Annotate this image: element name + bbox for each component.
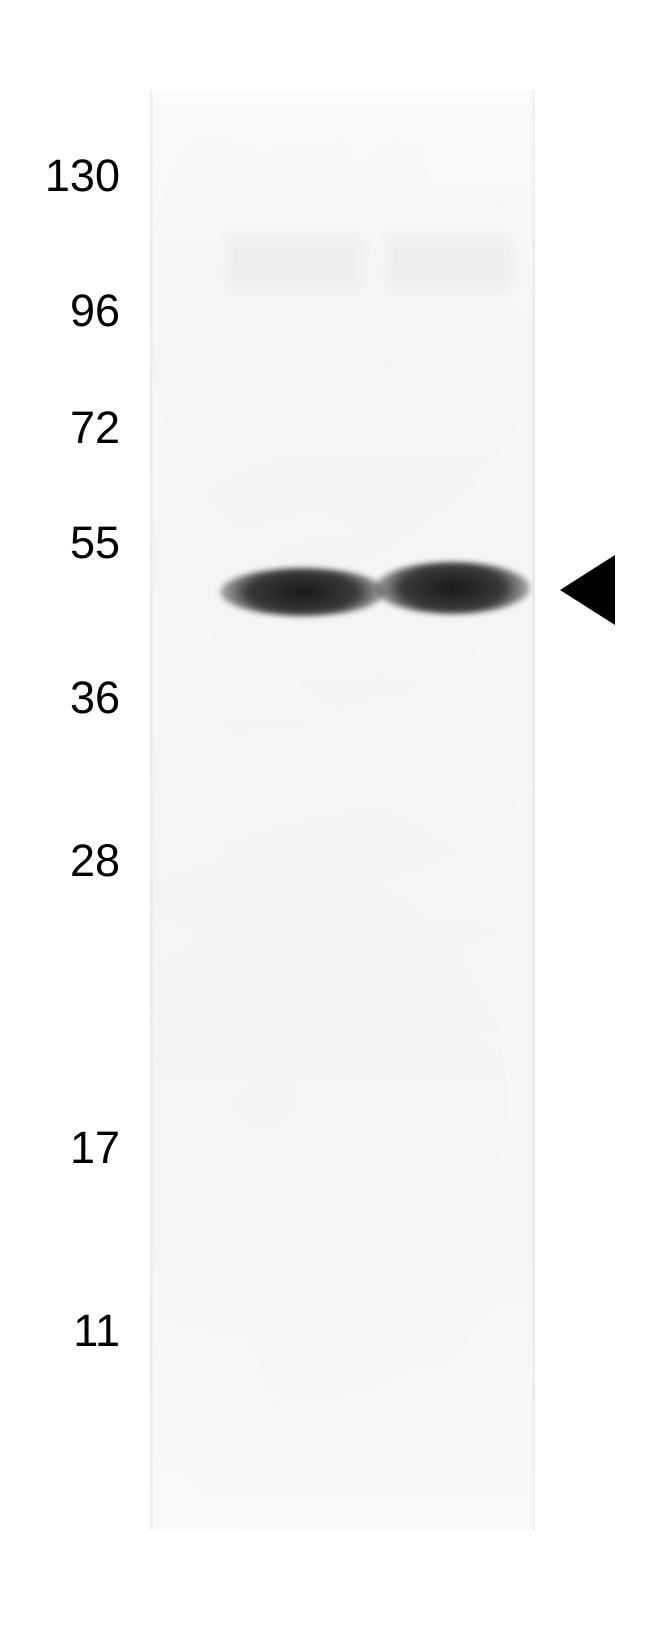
mw-marker-96: 96: [10, 285, 120, 337]
band-indicator-arrow-icon: [560, 555, 615, 625]
mw-marker-36: 36: [10, 672, 120, 724]
western-blot-figure: 130 96 72 55 36 28 17 11: [0, 90, 650, 1530]
blot-membrane-region: [150, 90, 535, 1530]
lane2-faint-band: [385, 235, 515, 290]
mw-marker-17: 17: [10, 1122, 120, 1174]
lane1-main-band: [220, 568, 385, 616]
membrane-noise-texture: [150, 90, 535, 1530]
mw-marker-28: 28: [10, 835, 120, 887]
mw-marker-55: 55: [10, 517, 120, 569]
mw-marker-11: 11: [10, 1305, 120, 1357]
lane2-main-band: [375, 562, 530, 614]
lane1-faint-band: [225, 235, 365, 290]
mw-marker-72: 72: [10, 402, 120, 454]
mw-marker-130: 130: [10, 150, 120, 202]
